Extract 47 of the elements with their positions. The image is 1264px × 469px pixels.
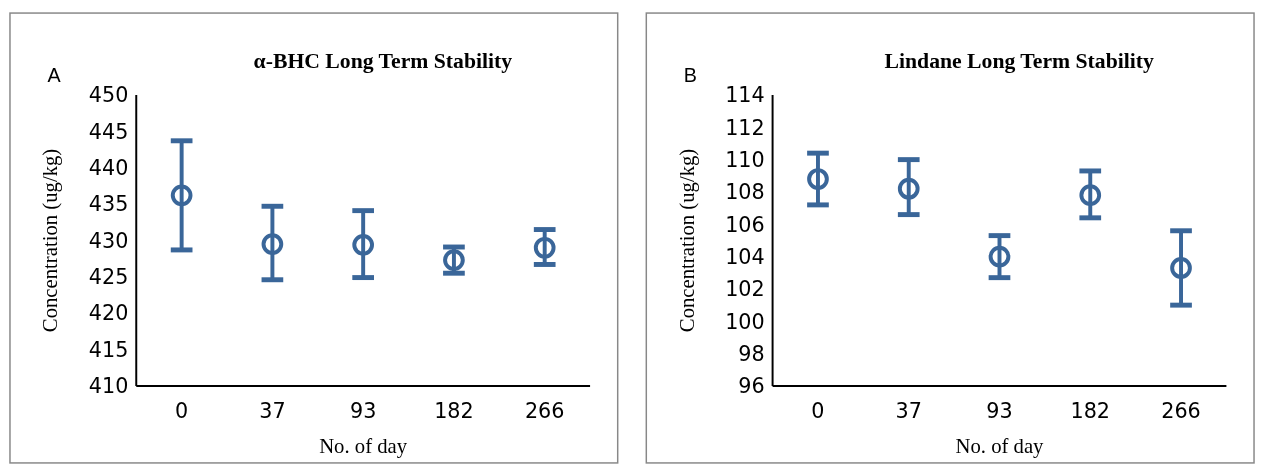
x-axis-title: No. of day (955, 435, 1045, 459)
y-tick-label: 435 (88, 192, 129, 217)
y-tick-label: 112 (725, 115, 765, 140)
y-tick-label: 108 (725, 180, 765, 205)
x-tick-label: 93 (349, 398, 377, 423)
chart-title: Lindane Long Term Stability (884, 49, 1155, 74)
x-tick-label: 0 (811, 398, 825, 423)
y-tick-label: 420 (88, 301, 129, 326)
x-tick-label: 93 (986, 398, 1013, 423)
y-tick-label: 102 (725, 277, 765, 302)
point (807, 168, 829, 190)
text: B (683, 64, 697, 87)
y-axis-title: Concentration (ug/kg) (39, 148, 63, 333)
x-tick-label: 0 (175, 398, 189, 423)
point (533, 236, 556, 259)
point (261, 233, 284, 255)
y-tick-label: 430 (88, 228, 129, 253)
point (352, 233, 375, 256)
y-tick-label: 106 (725, 212, 765, 237)
x-tick-label: 266 (524, 398, 565, 423)
y-tick-label: 100 (725, 309, 765, 334)
chart-title: α-BHC Long Term Stability (253, 49, 513, 74)
x-tick-label: 37 (259, 398, 286, 423)
x-axis-title: No. of day (319, 435, 408, 459)
point (897, 177, 920, 200)
point (170, 184, 193, 207)
x-tick-label: 182 (434, 398, 474, 423)
y-tick-label: 98 (738, 341, 765, 366)
x-tick-label: 266 (1161, 398, 1201, 423)
point (443, 249, 465, 271)
point (988, 245, 1011, 268)
y-tick-label: 450 (88, 83, 129, 108)
y-tick-label: 104 (725, 244, 765, 269)
y-tick-label: 445 (88, 119, 129, 144)
text: A (47, 64, 62, 87)
y-tick-label: 110 (725, 147, 765, 172)
y-tick-label: 114 (725, 83, 765, 108)
y-tick-label: 415 (88, 337, 129, 362)
x-tick-label: 37 (895, 398, 922, 423)
y-tick-label: 96 (738, 374, 765, 399)
x-tick-label: 182 (1070, 398, 1111, 423)
point (1079, 184, 1102, 207)
y-axis-title: Concentration (ug/kg) (675, 148, 699, 333)
point (1170, 257, 1192, 279)
y-tick-label: 425 (88, 265, 129, 290)
y-tick-label: 410 (88, 374, 129, 399)
y-tick-label: 440 (88, 155, 129, 180)
